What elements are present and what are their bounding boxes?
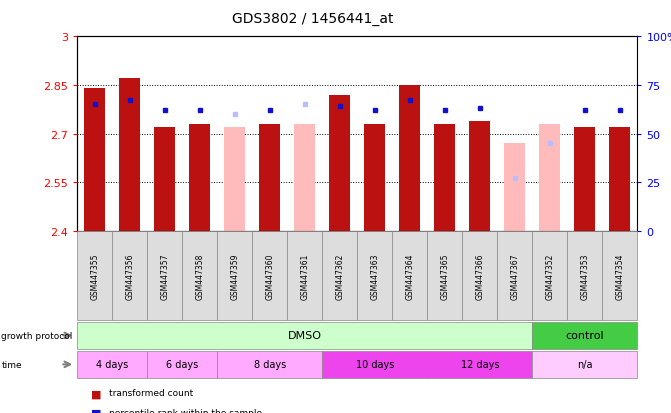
Text: n/a: n/a bbox=[577, 359, 592, 370]
Text: GSM447357: GSM447357 bbox=[160, 252, 169, 299]
Bar bbox=[574, 128, 595, 231]
Bar bbox=[154, 128, 175, 231]
Text: DMSO: DMSO bbox=[288, 330, 322, 341]
Text: GSM447355: GSM447355 bbox=[90, 252, 99, 299]
Text: GSM447358: GSM447358 bbox=[195, 252, 204, 299]
Text: GSM447356: GSM447356 bbox=[125, 252, 134, 299]
Bar bbox=[224, 128, 246, 231]
Text: 4 days: 4 days bbox=[96, 359, 128, 370]
Bar bbox=[469, 121, 491, 231]
Bar bbox=[364, 125, 385, 231]
Text: GSM447359: GSM447359 bbox=[230, 252, 240, 299]
Text: 10 days: 10 days bbox=[356, 359, 394, 370]
Text: 6 days: 6 days bbox=[166, 359, 199, 370]
Text: GSM447365: GSM447365 bbox=[440, 252, 450, 299]
Bar bbox=[295, 125, 315, 231]
Bar bbox=[84, 89, 105, 231]
Text: 12 days: 12 days bbox=[460, 359, 499, 370]
Text: ■: ■ bbox=[91, 408, 101, 413]
Text: GSM447363: GSM447363 bbox=[370, 252, 379, 299]
Text: GSM447353: GSM447353 bbox=[580, 252, 589, 299]
Bar bbox=[539, 125, 560, 231]
Text: GSM447352: GSM447352 bbox=[546, 252, 554, 299]
Bar bbox=[399, 86, 420, 231]
Bar bbox=[609, 128, 631, 231]
Text: time: time bbox=[1, 360, 22, 369]
Text: GSM447360: GSM447360 bbox=[265, 252, 274, 299]
Bar bbox=[505, 144, 525, 231]
Text: GSM447366: GSM447366 bbox=[475, 252, 484, 299]
Text: percentile rank within the sample: percentile rank within the sample bbox=[109, 408, 262, 413]
Text: growth protocol: growth protocol bbox=[1, 331, 72, 340]
Text: transformed count: transformed count bbox=[109, 388, 194, 397]
Text: control: control bbox=[566, 330, 605, 341]
Bar bbox=[259, 125, 280, 231]
Bar bbox=[434, 125, 456, 231]
Bar bbox=[329, 95, 350, 231]
Text: 8 days: 8 days bbox=[254, 359, 286, 370]
Text: GSM447364: GSM447364 bbox=[405, 252, 414, 299]
Text: ■: ■ bbox=[91, 388, 101, 398]
Text: GDS3802 / 1456441_at: GDS3802 / 1456441_at bbox=[231, 12, 393, 26]
Text: GSM447362: GSM447362 bbox=[336, 252, 344, 299]
Bar bbox=[189, 125, 210, 231]
Text: GSM447367: GSM447367 bbox=[511, 252, 519, 299]
Bar bbox=[119, 79, 140, 231]
Text: GSM447361: GSM447361 bbox=[301, 252, 309, 299]
Text: GSM447354: GSM447354 bbox=[615, 252, 625, 299]
